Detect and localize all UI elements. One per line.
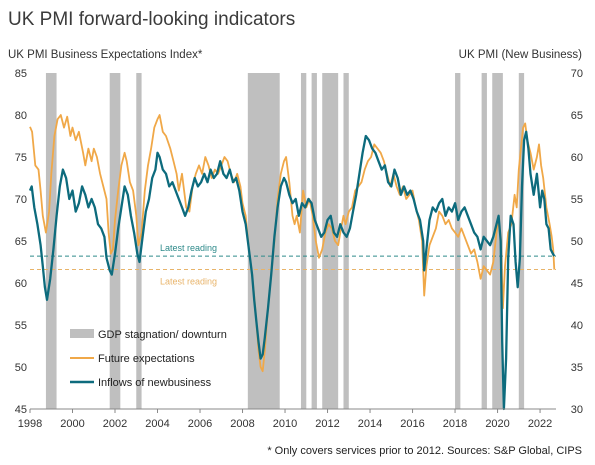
reference-lines: Latest reading Latest reading bbox=[30, 243, 556, 287]
x-tick-12: 2022 bbox=[528, 418, 552, 430]
left-tick-6: 75 bbox=[15, 152, 27, 164]
x-tick-3: 2004 bbox=[145, 418, 169, 430]
footnote: * Only covers services prior to 2012. So… bbox=[267, 445, 582, 457]
x-tick-9: 2016 bbox=[400, 418, 424, 430]
left-tick-0: 45 bbox=[15, 404, 27, 416]
x-tick-4: 2006 bbox=[188, 418, 212, 430]
left-tick-8: 85 bbox=[15, 68, 27, 80]
x-tick-5: 2008 bbox=[230, 418, 254, 430]
right-tick-7: 65 bbox=[571, 110, 583, 122]
shaded-periods bbox=[45, 73, 525, 409]
legend-label-0: GDP stagnation/ downturn bbox=[98, 329, 227, 341]
left-tick-5: 70 bbox=[15, 194, 27, 206]
chart-title: UK PMI forward-looking indicators bbox=[8, 9, 295, 30]
legend-label-1: Future expectations bbox=[98, 353, 195, 365]
right-tick-5: 55 bbox=[571, 194, 583, 206]
x-tick-2: 2002 bbox=[103, 418, 127, 430]
series-line-new-business bbox=[28, 130, 556, 411]
x-tick-1: 2000 bbox=[60, 418, 84, 430]
x-tick-6: 2010 bbox=[273, 418, 297, 430]
shaded-period-6 bbox=[322, 73, 339, 409]
axes: 45 50 55 60 65 70 75 80 85 30 35 40 45 50 55 60 65 70 1998… bbox=[15, 68, 583, 430]
right-tick-0: 30 bbox=[571, 404, 583, 416]
shaded-period-0 bbox=[45, 73, 57, 409]
reference-label-0: Latest reading bbox=[160, 243, 217, 253]
shaded-period-1 bbox=[109, 73, 121, 409]
reference-label-1: Latest reading bbox=[160, 277, 217, 287]
right-axis-title: UK PMI (New Business) bbox=[459, 49, 583, 61]
legend: GDP stagnation/ downturn Future expectati… bbox=[70, 329, 227, 389]
x-tick-10: 2018 bbox=[443, 418, 467, 430]
x-tick-11: 2020 bbox=[485, 418, 509, 430]
right-tick-6: 60 bbox=[571, 152, 583, 164]
left-tick-4: 65 bbox=[15, 236, 27, 248]
shaded-period-5 bbox=[311, 73, 317, 409]
left-tick-1: 50 bbox=[15, 362, 27, 374]
shaded-period-8 bbox=[455, 73, 461, 409]
shaded-period-7 bbox=[343, 73, 349, 409]
shaded-period-4 bbox=[300, 73, 307, 409]
x-tick-8: 2014 bbox=[358, 418, 382, 430]
right-tick-4: 50 bbox=[571, 236, 583, 248]
legend-label-2: Inflows of newbusiness bbox=[98, 377, 212, 389]
right-tick-3: 45 bbox=[571, 278, 583, 290]
x-tick-0: 1998 bbox=[18, 418, 42, 430]
legend-swatch-shading bbox=[70, 329, 94, 338]
left-axis-title: UK PMI Business Expectations Index* bbox=[8, 49, 203, 61]
right-tick-8: 70 bbox=[571, 68, 583, 80]
shaded-period-9 bbox=[481, 73, 487, 409]
left-tick-2: 55 bbox=[15, 320, 27, 332]
right-tick-2: 40 bbox=[571, 320, 583, 332]
x-tick-7: 2012 bbox=[315, 418, 339, 430]
right-tick-1: 35 bbox=[571, 362, 583, 374]
series-layer bbox=[28, 114, 556, 411]
left-tick-7: 80 bbox=[15, 110, 27, 122]
shaded-period-10 bbox=[492, 73, 503, 409]
left-tick-3: 60 bbox=[15, 278, 27, 290]
series-line-future-expectations bbox=[29, 114, 556, 373]
